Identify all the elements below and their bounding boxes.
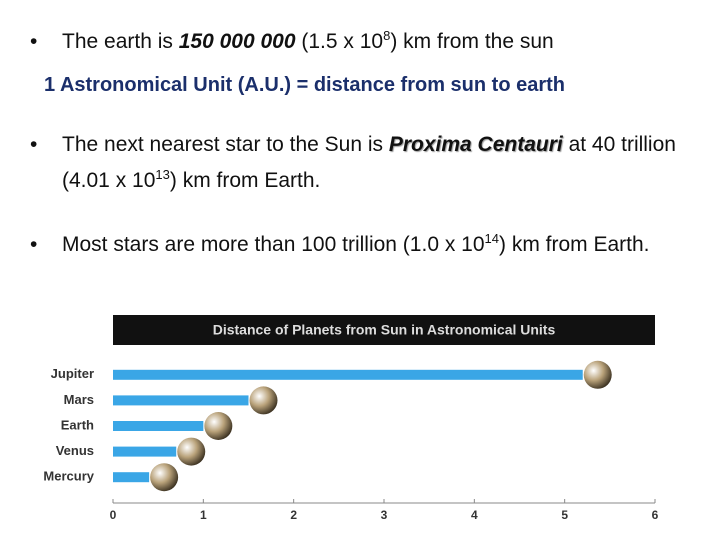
definition: 1 Astronomical Unit (A.U.) = distance fr… <box>44 74 565 96</box>
text-run: 150 000 000 <box>178 30 296 53</box>
text-run: The earth is <box>62 30 179 53</box>
y-tick-label: Earth <box>61 417 94 432</box>
x-tick-label: 3 <box>381 508 388 522</box>
bar <box>113 395 249 406</box>
text-run: ) km from Earth. <box>169 169 321 192</box>
bar <box>113 472 150 483</box>
text-run: Most stars are more than 100 trillion (1… <box>62 233 485 256</box>
y-tick-label: Mercury <box>43 469 94 484</box>
text-run: The next nearest star to the Sun is <box>62 133 389 156</box>
text-run: (1.5 x 10 <box>295 30 384 53</box>
planet-icon <box>249 386 278 415</box>
chart-title: Distance of Planets from Sun in Astronom… <box>213 322 556 338</box>
x-tick-label: 1 <box>200 508 207 522</box>
bar <box>113 369 583 380</box>
title-band <box>113 315 655 345</box>
bullet-item: • The earth is 150 000 000 (1.5 x 108) km… <box>30 24 690 60</box>
text-run: Proxima Centauri <box>388 133 563 156</box>
bullet-dot: • <box>30 30 38 53</box>
x-tick-label: 2 <box>290 508 297 522</box>
x-tick-label: 4 <box>471 508 478 522</box>
bar <box>113 421 204 431</box>
x-tick-label: 0 <box>110 508 117 522</box>
text-run: 14 <box>484 231 499 246</box>
planet-icon <box>177 437 206 466</box>
bullet-text: The earth is 150 000 000 (1.5 x 108) km … <box>62 24 690 60</box>
planet-icon <box>204 412 233 440</box>
bullet-item: • The next nearest star to the Sun is Pro… <box>30 127 690 199</box>
text-run: ) km from the sun <box>390 30 554 53</box>
x-tick-label: 5 <box>561 508 568 522</box>
text-run: 13 <box>155 167 170 182</box>
planet-icon <box>583 360 612 389</box>
y-tick-label: Venus <box>56 443 94 458</box>
text-run: 8 <box>383 28 391 43</box>
bullet-dot: • <box>30 133 38 156</box>
bar <box>113 446 177 457</box>
text-run: at 40 trillion (4.01 x 10 <box>62 133 676 192</box>
x-tick-label: 6 <box>652 508 659 522</box>
text-run: ) km from Earth. <box>499 233 650 256</box>
planet-icon <box>150 463 179 492</box>
bullet-text: Most stars are more than 100 trillion (1… <box>62 227 670 263</box>
bullet-dot: • <box>30 233 38 256</box>
y-tick-label: Jupiter <box>51 366 94 381</box>
y-tick-label: Mars <box>64 392 94 407</box>
bullet-item: • Most stars are more than 100 trillion (… <box>30 227 670 263</box>
bullet-text: The next nearest star to the Sun is Prox… <box>62 127 690 199</box>
